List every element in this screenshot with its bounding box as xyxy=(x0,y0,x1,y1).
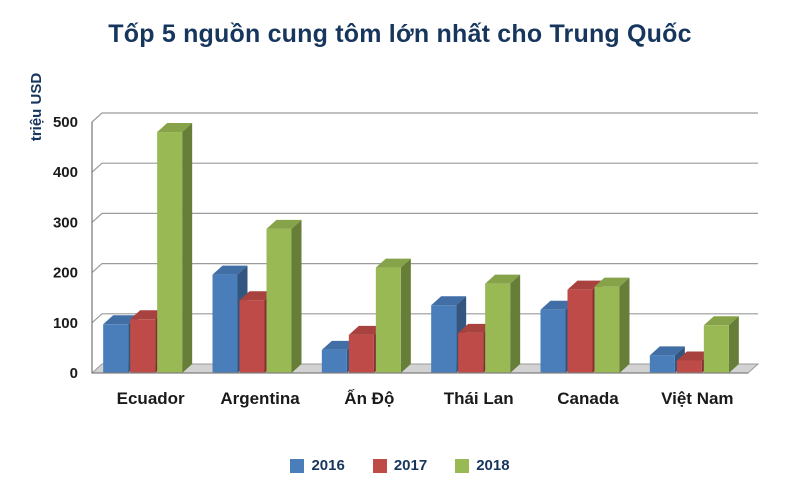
gridline-200 xyxy=(91,263,758,274)
x-category-label: Argentina xyxy=(220,389,300,408)
gridline-400 xyxy=(91,162,758,173)
legend-swatch-2017 xyxy=(372,458,387,473)
bar-2018-Ecuador xyxy=(157,123,193,373)
legend-item-2017: 2017 xyxy=(372,457,428,474)
bar-2018-Canada xyxy=(594,277,630,373)
y-tick-label: 500 xyxy=(53,114,78,131)
y-tick-label: 100 xyxy=(53,315,78,332)
gridline-100 xyxy=(91,313,758,324)
y-tick-label: 200 xyxy=(53,265,78,282)
x-category-label: Ecuador xyxy=(117,389,185,408)
bar-2018-Argentina xyxy=(266,219,302,373)
legend-label-2017: 2017 xyxy=(393,457,428,474)
chart-title: Tốp 5 nguồn cung tôm lớn nhất cho Trung … xyxy=(108,20,692,48)
chart-legend: 2016 2017 2018 xyxy=(0,457,800,474)
x-category-label: Thái Lan xyxy=(444,389,514,408)
bar-2018-Ấn Độ xyxy=(375,258,411,373)
bar-2016-Việt Nam xyxy=(649,346,685,373)
y-tick-label: 300 xyxy=(53,214,78,231)
x-category-label: Canada xyxy=(557,389,619,408)
legend-swatch-2018 xyxy=(455,458,470,473)
x-category-label: Ấn Độ xyxy=(344,389,394,408)
gridline-300 xyxy=(91,212,758,223)
bar-2018-Thái Lan xyxy=(485,274,521,373)
legend-item-2016: 2016 xyxy=(290,457,345,474)
y-tick-label: 400 xyxy=(53,164,78,181)
legend-label-2016: 2016 xyxy=(311,457,345,474)
legend-item-2018: 2018 xyxy=(455,457,510,474)
gridline-500 xyxy=(91,112,758,123)
x-category-label: Việt Nam xyxy=(661,389,733,408)
legend-swatch-2016 xyxy=(290,458,305,473)
y-tick-label: 0 xyxy=(70,365,78,382)
bar-2018-Việt Nam xyxy=(703,316,739,373)
legend-label-2018: 2018 xyxy=(476,457,510,474)
